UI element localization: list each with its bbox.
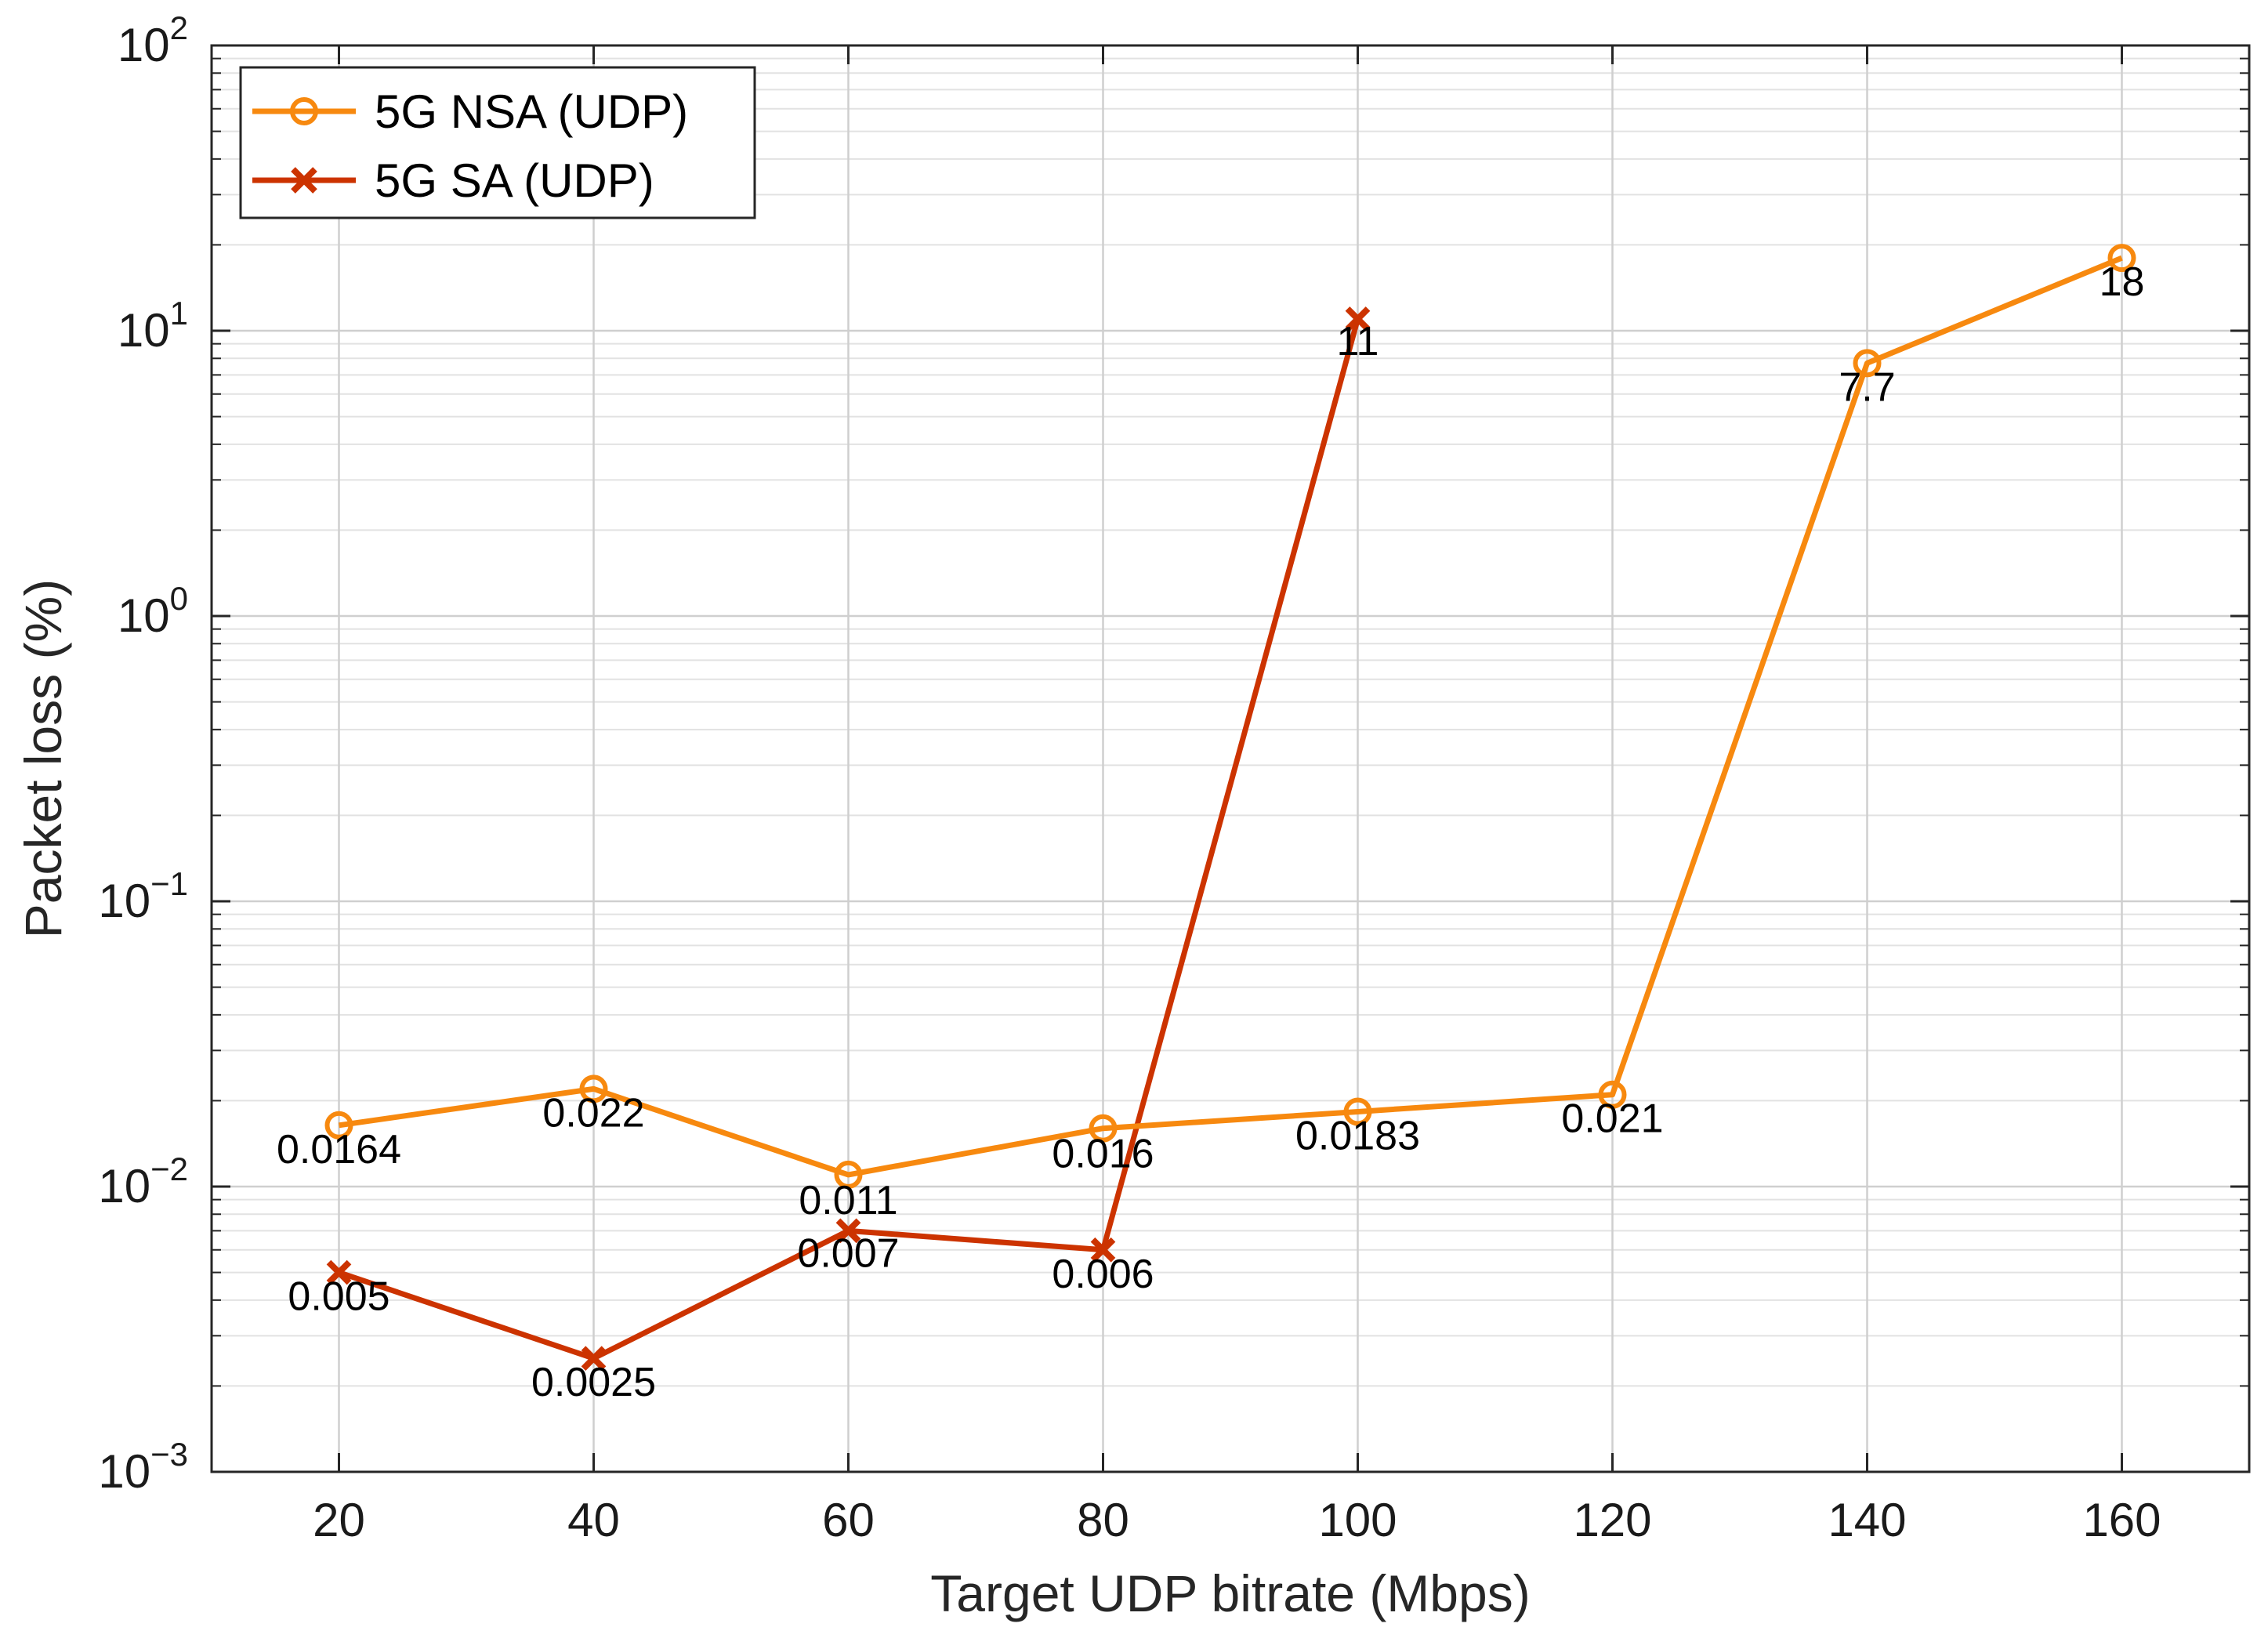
- data-point-nsa: [1343, 1097, 1372, 1126]
- x-tick-label: 120: [1573, 1494, 1651, 1546]
- y-tick-label: 100: [118, 580, 188, 642]
- y-tick-label: 101: [118, 295, 188, 357]
- x-tick-label: 140: [1828, 1494, 1906, 1546]
- series-layer: [324, 244, 2136, 1371]
- data-label-sa: 0.0025: [531, 1360, 656, 1405]
- data-label-nsa: 0.021: [1561, 1096, 1663, 1142]
- x-tick-label: 160: [2082, 1494, 2161, 1546]
- x-tick-label: 20: [313, 1494, 365, 1546]
- data-label-nsa: 0.016: [1052, 1132, 1154, 1177]
- minor-grid: [212, 57, 2249, 1387]
- data-label-nsa: 18: [2100, 259, 2145, 305]
- legend-box: [239, 66, 756, 219]
- x-tick-labels: 20 40 60 80 100 120 140 160: [313, 1494, 2161, 1546]
- series-line-nsa: [339, 255, 2123, 1178]
- y-tick-label: 10−1: [98, 865, 188, 927]
- legend-marker-nsa: [290, 97, 318, 125]
- data-label-sa: 0.006: [1052, 1252, 1154, 1297]
- data-point-nsa: [2107, 244, 2136, 273]
- data-point-sa: [326, 1259, 352, 1285]
- y-axis-title: Packet loss (%): [14, 579, 72, 938]
- y-tick-labels: 10−3 10−2 10−1 100 101 102: [98, 9, 188, 1498]
- x-axis-title: Target UDP bitrate (Mbps): [930, 1564, 1530, 1622]
- data-labels-layer: 0.005 0.0025 0.007 0.006 11 0.0164 0.022 0.011 0…: [277, 259, 2144, 1405]
- legend-label-sa: 5G SA (UDP): [375, 154, 654, 207]
- axis-ticks: [212, 44, 2249, 1473]
- x-tick-label: 60: [822, 1494, 875, 1546]
- data-label-nsa: 0.011: [799, 1178, 897, 1223]
- plot-area-frame: [210, 44, 2251, 1473]
- x-tick-label: 100: [1318, 1494, 1397, 1546]
- data-point-nsa: [834, 1160, 863, 1189]
- data-point-sa: [835, 1218, 861, 1244]
- x-tick-label: 40: [567, 1494, 620, 1546]
- legend-label-nsa: 5G NSA (UDP): [375, 85, 688, 138]
- data-label-nsa: 7.7: [1839, 364, 1895, 410]
- legend-marker-sa: [291, 167, 317, 194]
- data-point-sa: [581, 1346, 607, 1371]
- y-tick-label: 102: [118, 9, 188, 71]
- data-label-sa: 11: [1337, 319, 1379, 364]
- data-point-nsa: [1089, 1114, 1118, 1143]
- data-point-sa: [1090, 1237, 1116, 1263]
- legend: 5G NSA (UDP) 5G SA (UDP): [239, 66, 756, 219]
- data-point-nsa: [1853, 349, 1882, 378]
- data-point-sa: [1345, 306, 1371, 332]
- data-label-nsa: 0.0183: [1295, 1113, 1420, 1158]
- x-tick-label: 80: [1077, 1494, 1129, 1546]
- y-tick-label: 10−2: [98, 1151, 188, 1212]
- data-label-sa: 0.007: [797, 1230, 899, 1276]
- data-point-nsa: [579, 1074, 608, 1103]
- data-point-nsa: [324, 1111, 353, 1140]
- y-tick-label: 10−3: [98, 1436, 188, 1498]
- data-label-nsa: 0.0164: [277, 1127, 401, 1172]
- data-label-nsa: 0.022: [542, 1090, 644, 1136]
- data-point-nsa: [1598, 1080, 1627, 1109]
- data-label-sa: 0.005: [288, 1274, 389, 1320]
